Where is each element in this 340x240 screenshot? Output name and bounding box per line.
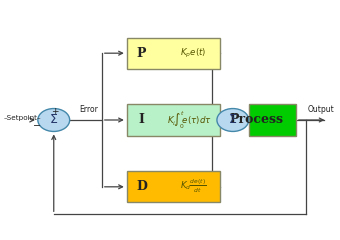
Text: $\Sigma$: $\Sigma$ xyxy=(49,114,58,126)
Text: Output: Output xyxy=(307,105,334,114)
Text: $K_d\frac{de(t)}{dt}$: $K_d\frac{de(t)}{dt}$ xyxy=(180,178,206,195)
Text: –Setpoint–: –Setpoint– xyxy=(4,115,41,121)
Text: +: + xyxy=(51,107,58,116)
Text: $K_i\!\int_0^t\!e(\tau)d\tau$: $K_i\!\int_0^t\!e(\tau)d\tau$ xyxy=(167,109,212,131)
FancyBboxPatch shape xyxy=(127,104,220,136)
Circle shape xyxy=(38,108,70,132)
Text: $\Sigma$: $\Sigma$ xyxy=(228,114,237,126)
FancyBboxPatch shape xyxy=(250,104,296,136)
Text: Process: Process xyxy=(230,114,284,126)
Text: P: P xyxy=(137,47,146,60)
Text: −: − xyxy=(33,121,41,131)
Text: Error: Error xyxy=(80,105,99,114)
Text: D: D xyxy=(136,180,147,193)
FancyBboxPatch shape xyxy=(127,38,220,69)
Text: $K_p e(t)$: $K_p e(t)$ xyxy=(180,47,206,60)
Circle shape xyxy=(217,108,249,132)
FancyBboxPatch shape xyxy=(127,171,220,202)
Text: I: I xyxy=(139,114,144,126)
